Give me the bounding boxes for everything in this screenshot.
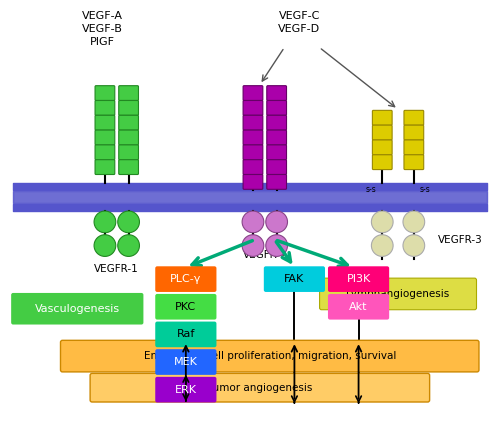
FancyBboxPatch shape <box>267 145 286 160</box>
FancyBboxPatch shape <box>372 125 392 140</box>
FancyBboxPatch shape <box>243 130 263 145</box>
FancyBboxPatch shape <box>243 175 263 189</box>
FancyBboxPatch shape <box>156 349 216 375</box>
Circle shape <box>372 235 393 256</box>
FancyBboxPatch shape <box>328 266 389 292</box>
FancyBboxPatch shape <box>90 373 430 402</box>
FancyBboxPatch shape <box>95 86 115 101</box>
FancyBboxPatch shape <box>156 377 216 403</box>
FancyBboxPatch shape <box>95 115 115 130</box>
FancyBboxPatch shape <box>118 101 139 115</box>
Text: FAK: FAK <box>284 274 304 284</box>
FancyBboxPatch shape <box>328 294 389 320</box>
FancyBboxPatch shape <box>404 140 423 155</box>
FancyBboxPatch shape <box>118 86 139 101</box>
Text: PI3K: PI3K <box>346 274 370 284</box>
Text: VEGFR-1: VEGFR-1 <box>94 264 139 274</box>
Circle shape <box>266 235 287 256</box>
Circle shape <box>242 235 264 256</box>
FancyBboxPatch shape <box>267 86 286 101</box>
FancyBboxPatch shape <box>118 130 139 145</box>
Text: PLC-γ: PLC-γ <box>170 274 202 284</box>
Circle shape <box>94 211 116 233</box>
FancyBboxPatch shape <box>156 294 216 320</box>
Circle shape <box>118 211 140 233</box>
Text: VEGF-C
VEGF-D: VEGF-C VEGF-D <box>278 11 320 34</box>
FancyBboxPatch shape <box>95 145 115 160</box>
FancyBboxPatch shape <box>264 266 325 292</box>
FancyBboxPatch shape <box>404 155 423 170</box>
Text: Tumor angiogenesis: Tumor angiogenesis <box>208 383 312 393</box>
Text: Endothelial cell proliferation, migration, survival: Endothelial cell proliferation, migratio… <box>144 351 396 361</box>
Text: ERK: ERK <box>175 385 197 394</box>
Text: VEGFR-3: VEGFR-3 <box>438 235 482 245</box>
FancyBboxPatch shape <box>243 145 263 160</box>
Circle shape <box>372 211 393 233</box>
FancyBboxPatch shape <box>118 115 139 130</box>
Text: Lymphangiogenesis: Lymphangiogenesis <box>346 289 450 299</box>
FancyBboxPatch shape <box>156 322 216 347</box>
Text: MEK: MEK <box>174 357 198 367</box>
FancyBboxPatch shape <box>95 101 115 115</box>
FancyBboxPatch shape <box>60 340 479 372</box>
Text: VEGF-A
VEGF-B
PIGF: VEGF-A VEGF-B PIGF <box>82 11 122 47</box>
Text: s-s: s-s <box>366 185 377 194</box>
FancyBboxPatch shape <box>95 160 115 175</box>
FancyBboxPatch shape <box>267 115 286 130</box>
FancyBboxPatch shape <box>267 160 286 175</box>
FancyBboxPatch shape <box>372 155 392 170</box>
Text: Raf: Raf <box>176 329 195 340</box>
FancyBboxPatch shape <box>267 175 286 189</box>
FancyBboxPatch shape <box>267 101 286 115</box>
Text: VEGFR-2: VEGFR-2 <box>242 250 287 259</box>
Circle shape <box>266 211 287 233</box>
FancyBboxPatch shape <box>243 101 263 115</box>
FancyBboxPatch shape <box>243 86 263 101</box>
FancyBboxPatch shape <box>11 293 143 325</box>
FancyBboxPatch shape <box>243 160 263 175</box>
Text: s-s: s-s <box>420 185 430 194</box>
Text: PKC: PKC <box>176 302 197 312</box>
Text: Akt: Akt <box>350 302 368 312</box>
FancyBboxPatch shape <box>372 140 392 155</box>
FancyBboxPatch shape <box>320 278 476 310</box>
FancyBboxPatch shape <box>118 145 139 160</box>
Circle shape <box>403 211 424 233</box>
FancyBboxPatch shape <box>243 115 263 130</box>
FancyBboxPatch shape <box>267 130 286 145</box>
Text: Vasculogenesis: Vasculogenesis <box>34 304 120 314</box>
FancyBboxPatch shape <box>156 266 216 292</box>
Circle shape <box>94 235 116 256</box>
FancyBboxPatch shape <box>372 110 392 125</box>
Circle shape <box>403 235 424 256</box>
Circle shape <box>118 235 140 256</box>
FancyBboxPatch shape <box>95 130 115 145</box>
FancyBboxPatch shape <box>118 160 139 175</box>
FancyBboxPatch shape <box>404 125 423 140</box>
FancyBboxPatch shape <box>404 110 423 125</box>
Circle shape <box>242 211 264 233</box>
